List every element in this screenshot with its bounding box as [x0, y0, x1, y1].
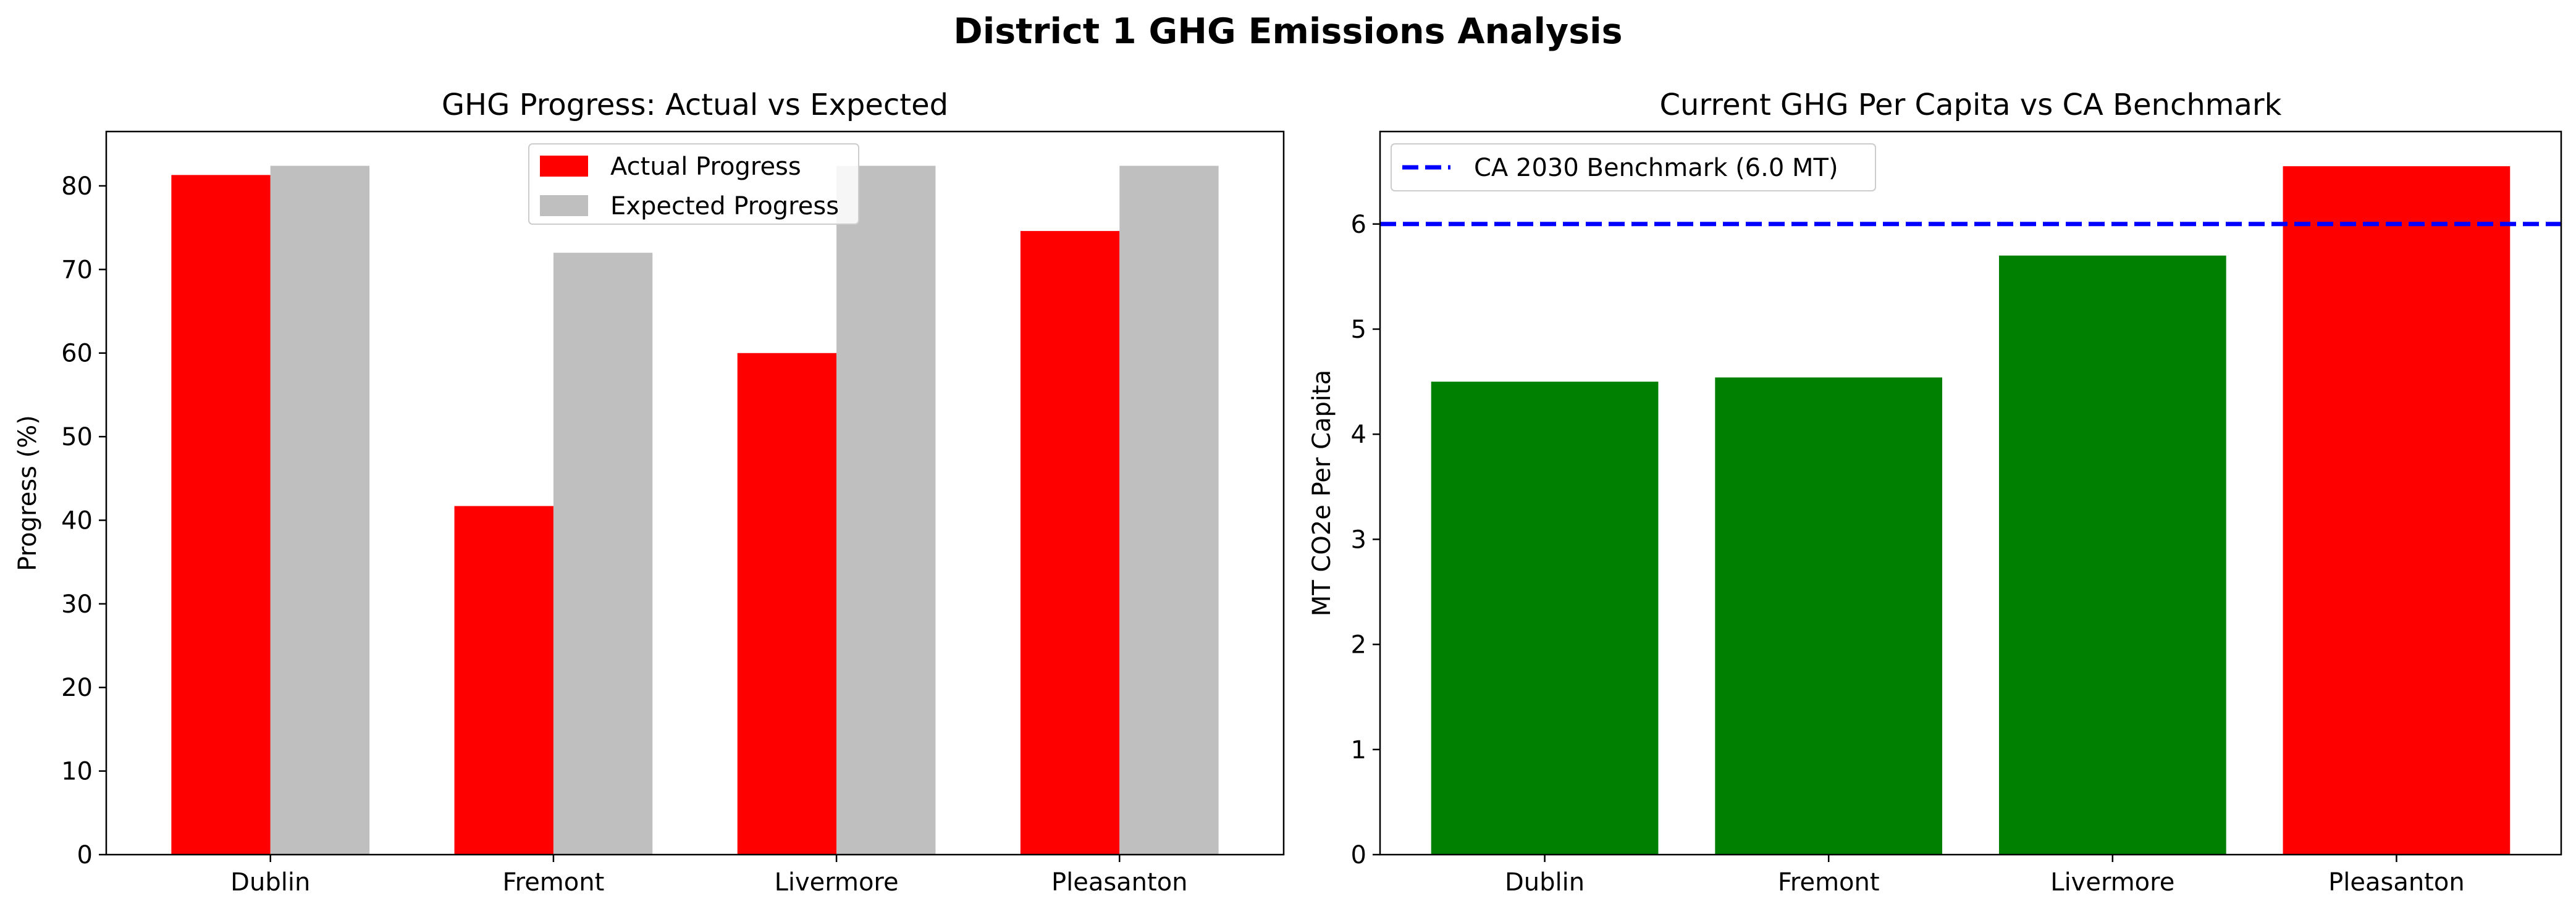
y-axis-label: MT CO2e Per Capita — [1308, 370, 1336, 616]
y-tick-label: 2 — [1351, 631, 1366, 659]
chart-title: Current GHG Per Capita vs CA Benchmark — [1660, 88, 2282, 122]
legend: Actual Progress Expected Progress — [528, 143, 859, 225]
x-tick-label: Dublin — [1505, 868, 1585, 897]
legend-label: Expected Progress — [610, 192, 839, 220]
axes-frame — [1379, 130, 2562, 856]
bar-actual-livermore — [737, 353, 837, 855]
bar-expected-livermore — [836, 165, 936, 855]
legend-box — [1391, 143, 1876, 191]
bar-expected-dublin — [270, 165, 370, 855]
y-tick-label: 30 — [61, 590, 93, 619]
y-tick-label: 10 — [61, 758, 93, 786]
x-tick-label: Livermore — [775, 868, 899, 897]
y-tick-label: 6 — [1351, 211, 1366, 239]
y-tick-label: 0 — [1351, 841, 1366, 869]
y-axis-label: Progress (%) — [14, 415, 42, 571]
y-tick-label: 5 — [1351, 316, 1366, 344]
y-tick-label: 4 — [1351, 421, 1366, 449]
bar-fremont — [1715, 377, 1943, 855]
x-tick-label: Livermore — [2050, 868, 2174, 897]
x-tick-label: Pleasanton — [2328, 868, 2465, 897]
legend-label: Actual Progress — [610, 153, 801, 181]
y-tick-label: 40 — [61, 506, 93, 535]
x-tick-label: Fremont — [503, 868, 605, 897]
legend-swatch — [540, 195, 588, 216]
y-tick-label: 1 — [1351, 736, 1366, 764]
y-tick-label: 50 — [61, 423, 93, 451]
legend-box — [528, 143, 859, 225]
y-tick-label: 60 — [61, 340, 93, 368]
y-tick-label: 80 — [61, 172, 93, 201]
bar-expected-pleasanton — [1119, 165, 1219, 855]
y-tick-label: 0 — [77, 841, 93, 869]
figure-title: District 1 GHG Emissions Analysis — [953, 11, 1622, 52]
bar-actual-dublin — [171, 175, 271, 855]
y-tick-label: 3 — [1351, 525, 1366, 554]
axes-frame — [105, 130, 1285, 856]
per-capita-chart: Current GHG Per Capita vs CA Benchmark 0 1… — [1308, 88, 2562, 897]
bar-actual-fremont — [454, 506, 554, 855]
legend: CA 2030 Benchmark (6.0 MT) — [1391, 143, 1876, 191]
y-tick-label: 20 — [61, 674, 93, 702]
legend-swatch — [540, 156, 588, 177]
progress-chart: GHG Progress: Actual vs Expected 0 10 20 30 4… — [14, 88, 1285, 897]
bar-pleasanton — [2283, 166, 2511, 855]
chart-title: GHG Progress: Actual vs Expected — [442, 88, 948, 122]
x-tick-label: Pleasanton — [1051, 868, 1188, 897]
x-tick-label: Fremont — [1778, 868, 1880, 897]
legend-label: CA 2030 Benchmark (6.0 MT) — [1474, 154, 1838, 182]
x-tick-label: Dublin — [230, 868, 310, 897]
y-tick-label: 70 — [61, 256, 93, 284]
bar-dublin — [1431, 382, 1659, 855]
bar-livermore — [1998, 255, 2226, 855]
bar-actual-pleasanton — [1020, 231, 1120, 855]
bar-expected-fremont — [553, 253, 653, 855]
